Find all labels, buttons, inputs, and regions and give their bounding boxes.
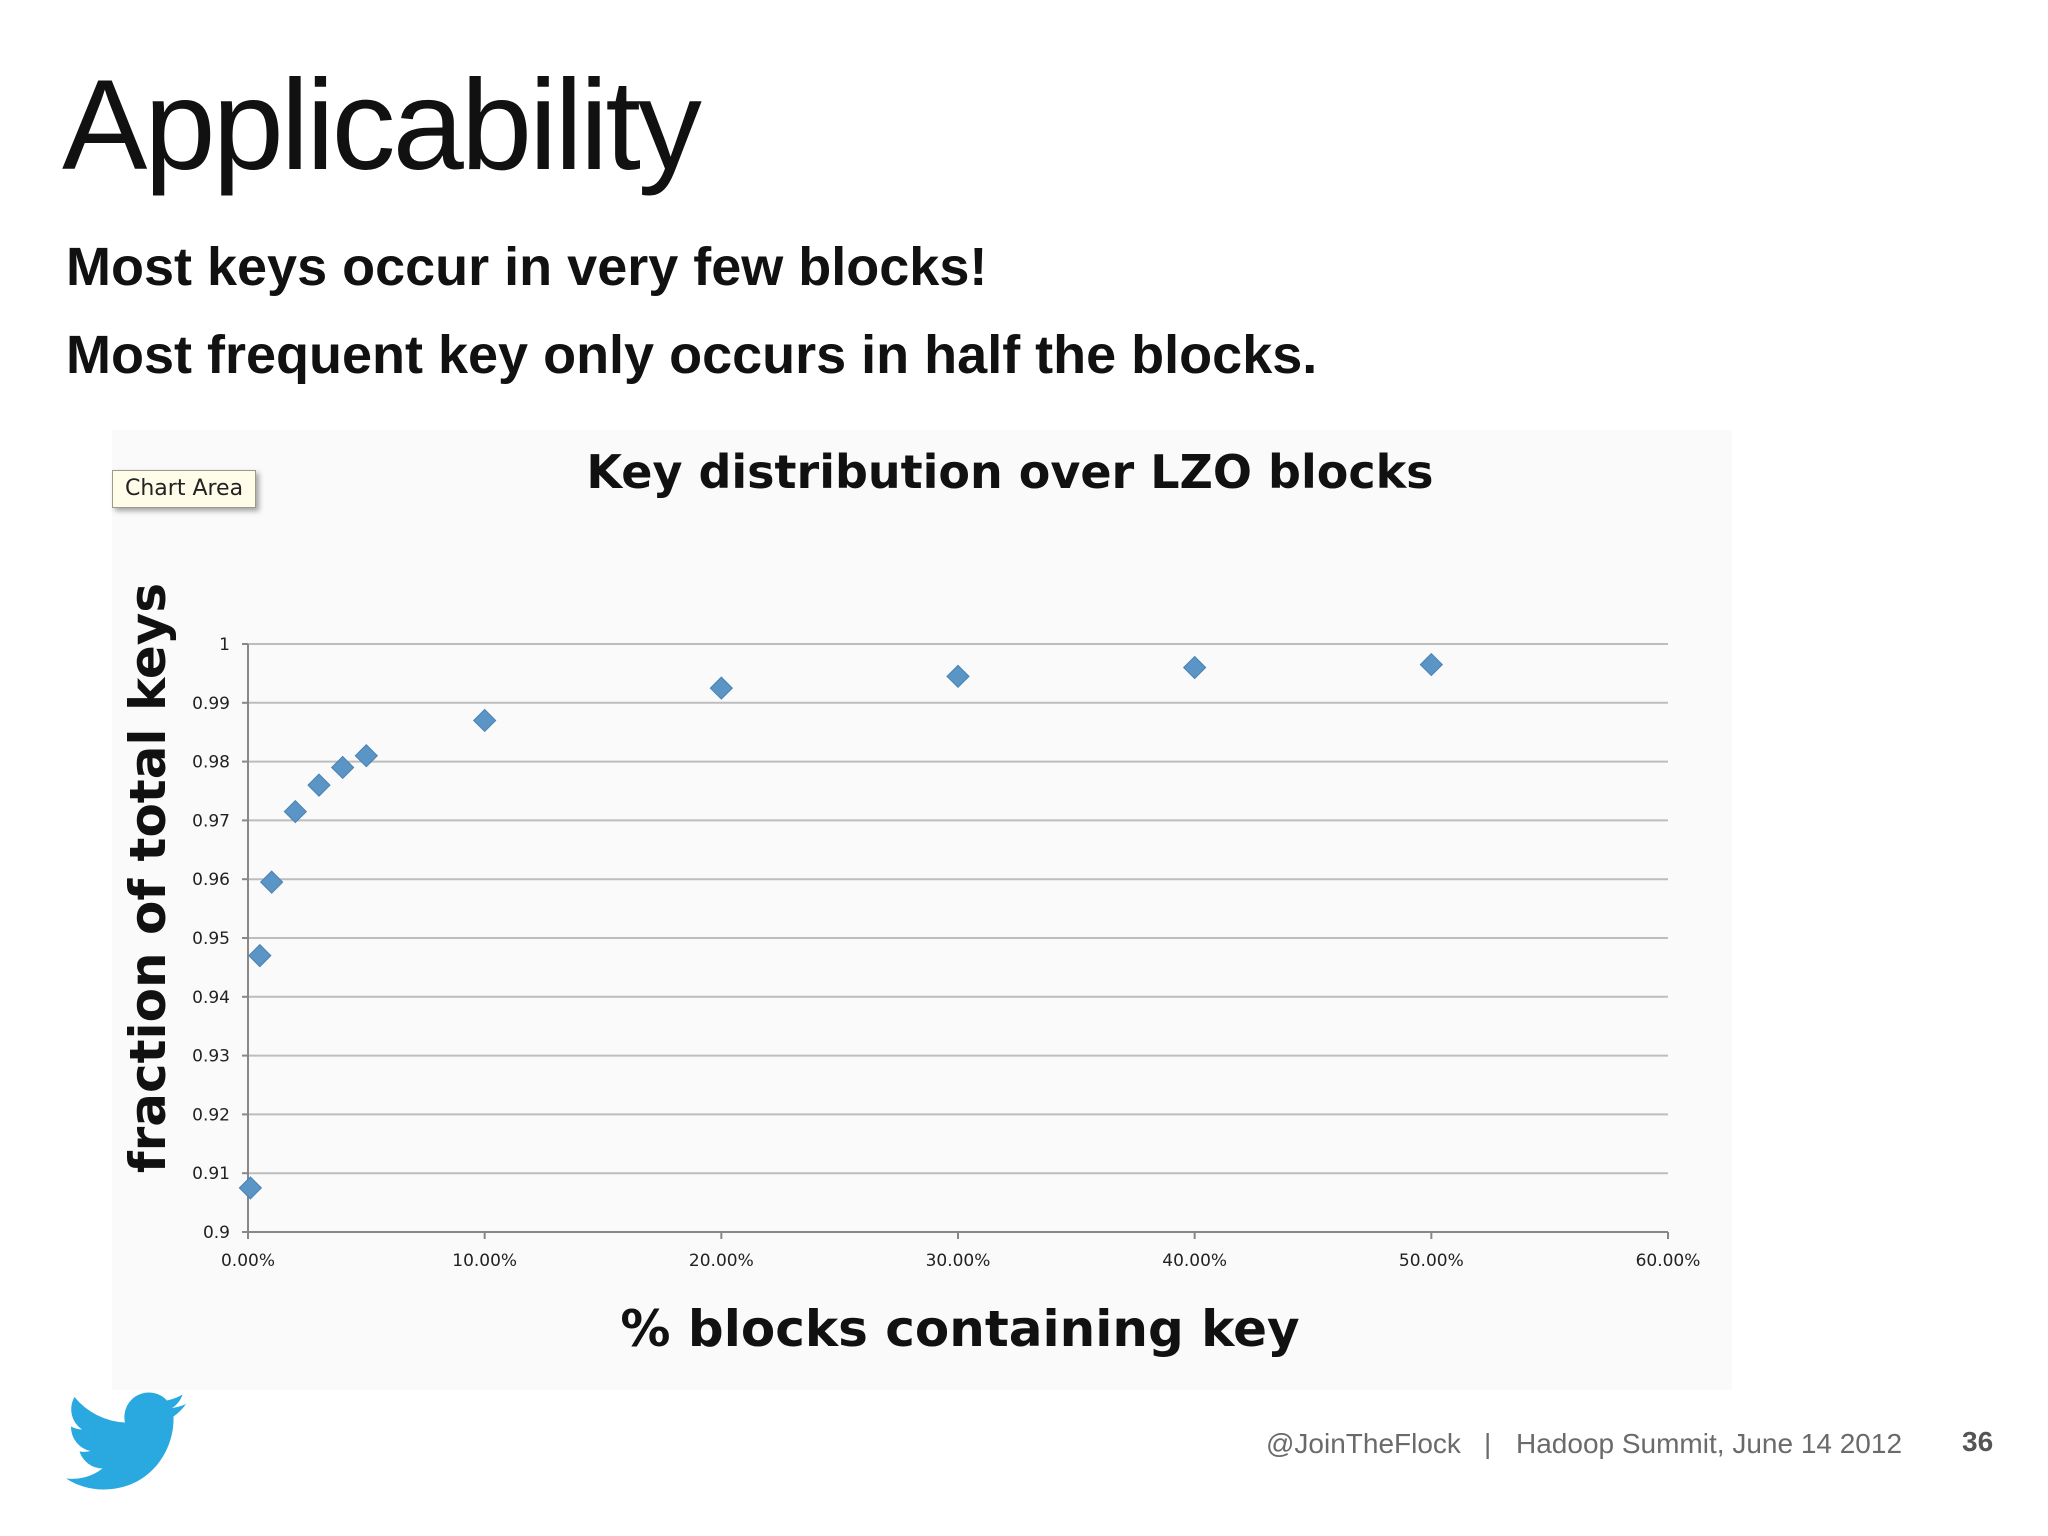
x-tick-label: 50.00% xyxy=(1399,1251,1464,1271)
data-points xyxy=(238,652,1444,1200)
x-tick-label: 0.00% xyxy=(221,1251,275,1271)
y-tick-label: 0.99 xyxy=(192,694,230,714)
y-tick-label: 0.95 xyxy=(192,929,230,949)
data-point xyxy=(238,1176,263,1200)
axes xyxy=(242,643,1669,1239)
bullet-most-frequent-key: Most frequent key only occurs in half th… xyxy=(66,325,1318,385)
y-tick-label: 0.98 xyxy=(192,753,230,773)
data-point xyxy=(283,799,308,824)
bullet-most-keys: Most keys occur in very few blocks! xyxy=(66,237,988,297)
gridlines xyxy=(248,643,1668,1175)
data-point xyxy=(709,676,734,700)
x-axis-label: % blocks containing key xyxy=(620,1300,1299,1358)
x-tick-label: 60.00% xyxy=(1636,1251,1701,1271)
y-tick-label: 0.97 xyxy=(192,811,230,831)
slide-title: Applicability xyxy=(62,54,702,197)
y-tick-label: 0.94 xyxy=(192,988,230,1008)
data-point xyxy=(472,708,497,733)
x-tick-labels: 0.00% 10.00% 20.00% 30.00% 40.00% 50.00% 60.00… xyxy=(221,1251,1700,1271)
data-point xyxy=(330,755,355,780)
data-point xyxy=(259,870,284,894)
x-tick-label: 20.00% xyxy=(689,1251,754,1271)
y-tick-label: 0.91 xyxy=(192,1164,230,1184)
data-point xyxy=(1182,655,1207,680)
data-point xyxy=(1419,652,1444,677)
data-point xyxy=(248,943,272,968)
y-tick-label: 0.96 xyxy=(192,870,230,890)
y-tick-label: 1 xyxy=(219,635,230,655)
chart-area[interactable] xyxy=(112,430,1732,1390)
x-tick-label: 10.00% xyxy=(452,1251,517,1271)
footer-separator: | xyxy=(1484,1428,1492,1459)
x-tick-label: 30.00% xyxy=(926,1251,991,1271)
x-tick-label: 40.00% xyxy=(1162,1251,1227,1271)
twitter-bird-icon xyxy=(66,1392,186,1490)
y-tick-label: 0.93 xyxy=(192,1047,230,1067)
footer-event: Hadoop Summit, June 14 2012 xyxy=(1516,1428,1903,1459)
y-tick-label: 0.9 xyxy=(203,1223,230,1243)
data-point xyxy=(946,664,970,689)
chart-title: Key distribution over LZO blocks xyxy=(586,445,1433,499)
data-point xyxy=(307,773,331,797)
y-tick-labels: 0.9 0.91 0.92 0.93 0.94 0.95 0.96 0.97 0.98 0.99 1 xyxy=(192,635,230,1243)
y-axis-label: fraction of total keys xyxy=(119,583,177,1173)
page-number: 36 xyxy=(1962,1426,1994,1457)
data-point xyxy=(354,744,379,768)
y-tick-label: 0.92 xyxy=(192,1105,230,1125)
chart-area-tooltip: Chart Area xyxy=(112,470,257,509)
footer-handle: @JoinTheFlock xyxy=(1266,1428,1461,1459)
